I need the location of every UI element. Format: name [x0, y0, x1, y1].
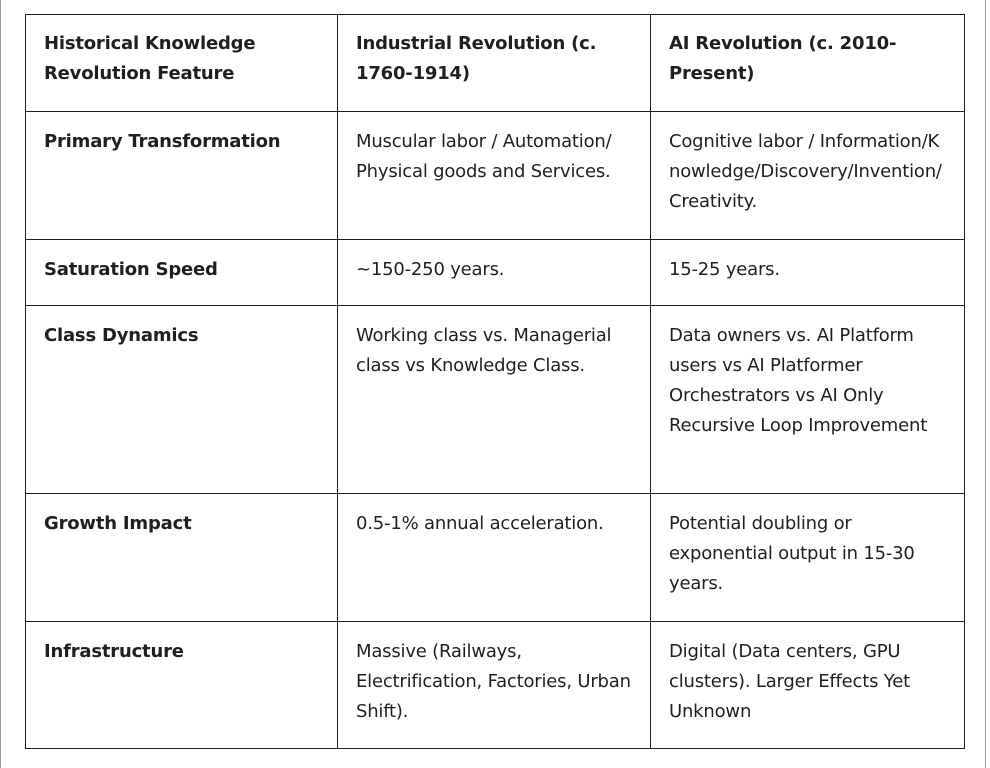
cell-industrial: Muscular labor / Automation/ Physical go… [337, 111, 651, 240]
table-row-infrastructure: Infrastructure Massive (Railways, Electr… [25, 621, 965, 749]
row-label: Growth Impact [25, 493, 338, 622]
table-row-growth-impact: Growth Impact 0.5-1% annual acceleration… [25, 493, 965, 622]
cell-ai: Digital (Data centers, GPU clusters). La… [650, 621, 965, 749]
cell-ai: Data owners vs. AI Platform users vs AI … [650, 305, 965, 494]
table-header-row: Historical Knowledge Revolution Feature … [25, 14, 965, 112]
cell-industrial: 0.5-1% annual acceleration. [337, 493, 651, 622]
comparison-table: Historical Knowledge Revolution Feature … [25, 14, 965, 749]
table-row-saturation-speed: Saturation Speed ~150-250 years. 15-25 y… [25, 239, 965, 306]
cell-ai: 15-25 years. [650, 239, 965, 306]
cell-industrial: ~150-250 years. [337, 239, 651, 306]
row-label: Primary Transformation [25, 111, 338, 240]
cell-ai: Potential doubling or exponential output… [650, 493, 965, 622]
cell-ai: Cognitive labor / Information/Knowledge/… [650, 111, 965, 240]
header-industrial-revolution: Industrial Revolution (c. 1760-1914) [337, 14, 651, 112]
cell-industrial: Massive (Railways, Electrification, Fact… [337, 621, 651, 749]
frame-border-left [0, 0, 1, 768]
row-label: Infrastructure [25, 621, 338, 749]
table-row-class-dynamics: Class Dynamics Working class vs. Manager… [25, 305, 965, 494]
table-row-primary-transformation: Primary Transformation Muscular labor / … [25, 111, 965, 240]
cell-industrial: Working class vs. Managerial class vs Kn… [337, 305, 651, 494]
header-ai-revolution: AI Revolution (c. 2010-Present) [650, 14, 965, 112]
row-label: Saturation Speed [25, 239, 338, 306]
row-label: Class Dynamics [25, 305, 338, 494]
header-feature: Historical Knowledge Revolution Feature [25, 14, 338, 112]
frame-border-right [985, 0, 986, 768]
